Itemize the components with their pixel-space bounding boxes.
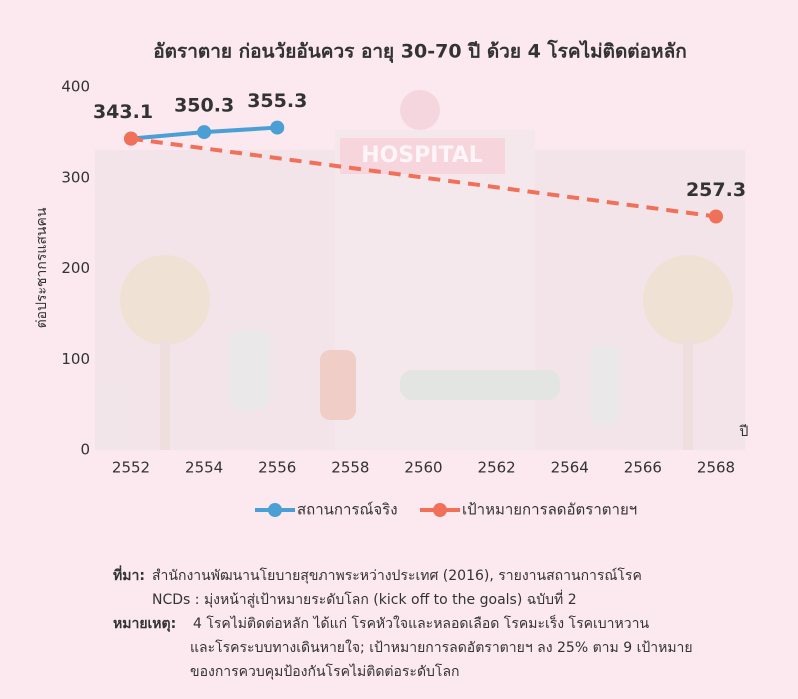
- note-text: สำนักงานพัฒนานโยบายสุขภาพระหว่างประเทศ (…: [152, 567, 642, 584]
- x-tick-label: 2552: [112, 459, 150, 477]
- note-text: 4 โรคไม่ติดต่อหลัก ได้แก่ โรคหัวใจและหลอ…: [193, 614, 649, 632]
- x-tick-label: 2556: [258, 459, 296, 477]
- note-text: NCDs : มุ่งหน้าสู่เป้าหมายระดับโลก (kick…: [152, 590, 577, 608]
- y-axis-label: ต่อประชากรแสนคน: [34, 207, 50, 328]
- x-tick-label: 2568: [697, 459, 735, 477]
- x-tick-label: 2558: [331, 459, 369, 477]
- y-tick-label: 0: [80, 441, 90, 459]
- x-tick-label: 2566: [624, 459, 662, 477]
- legend-label: สถานการณ์จริง: [297, 501, 398, 519]
- nurse: [590, 345, 620, 425]
- x-tick-label: 2554: [185, 459, 223, 477]
- x-tick-label: 2564: [551, 459, 589, 477]
- legend-dot: [268, 503, 282, 517]
- data-point: [124, 132, 138, 146]
- stretcher: [400, 370, 560, 400]
- note-label: ที่มา:: [113, 565, 145, 584]
- doctor: [230, 330, 270, 410]
- x-tick-label: 2562: [478, 459, 516, 477]
- chart-title: อัตราตาย ก่อนวัยอันควร อายุ 30-70 ปี ด้ว…: [153, 40, 686, 64]
- legend-dot: [433, 503, 447, 517]
- data-point: [709, 210, 723, 224]
- tree: [643, 255, 733, 345]
- y-tick-label: 300: [61, 168, 90, 186]
- legend-label: เป้าหมายการลดอัตราตายฯ: [462, 501, 637, 519]
- y-tick-label: 200: [61, 259, 90, 277]
- data-point: [270, 121, 284, 135]
- y-tick-label: 100: [61, 350, 90, 368]
- note-label: หมายเหตุ:: [113, 616, 176, 632]
- data-label: 350.3: [174, 95, 234, 117]
- sign-text: HOSPITAL: [361, 143, 483, 168]
- tree-trunk: [683, 340, 693, 450]
- tree: [120, 255, 210, 345]
- y-tick-label: 400: [61, 78, 90, 96]
- x-axis-label: ปี: [739, 424, 748, 440]
- x-tick-label: 2560: [404, 459, 442, 477]
- data-label: 343.1: [93, 101, 153, 123]
- data-label: 355.3: [247, 90, 307, 112]
- cross-circle: [400, 90, 440, 130]
- data-point: [197, 125, 211, 139]
- data-label: 257.3: [686, 179, 746, 201]
- tree-trunk: [160, 340, 170, 450]
- patient: [320, 350, 356, 420]
- note-text: ของการควบคุมป้องกันโรคไม่ติดต่อระดับโลก: [190, 663, 460, 680]
- page: HOSPITAL อัตราตาย ก่อนวัยอันควร อายุ 30-…: [0, 0, 798, 699]
- note-text: และโรคระบบทางเดินหายใจ; เป้าหมายการลดอัต…: [190, 639, 693, 656]
